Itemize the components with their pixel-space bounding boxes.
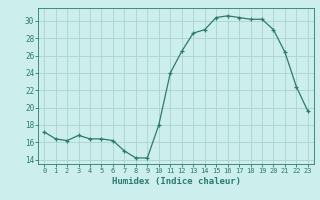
X-axis label: Humidex (Indice chaleur): Humidex (Indice chaleur) — [111, 177, 241, 186]
